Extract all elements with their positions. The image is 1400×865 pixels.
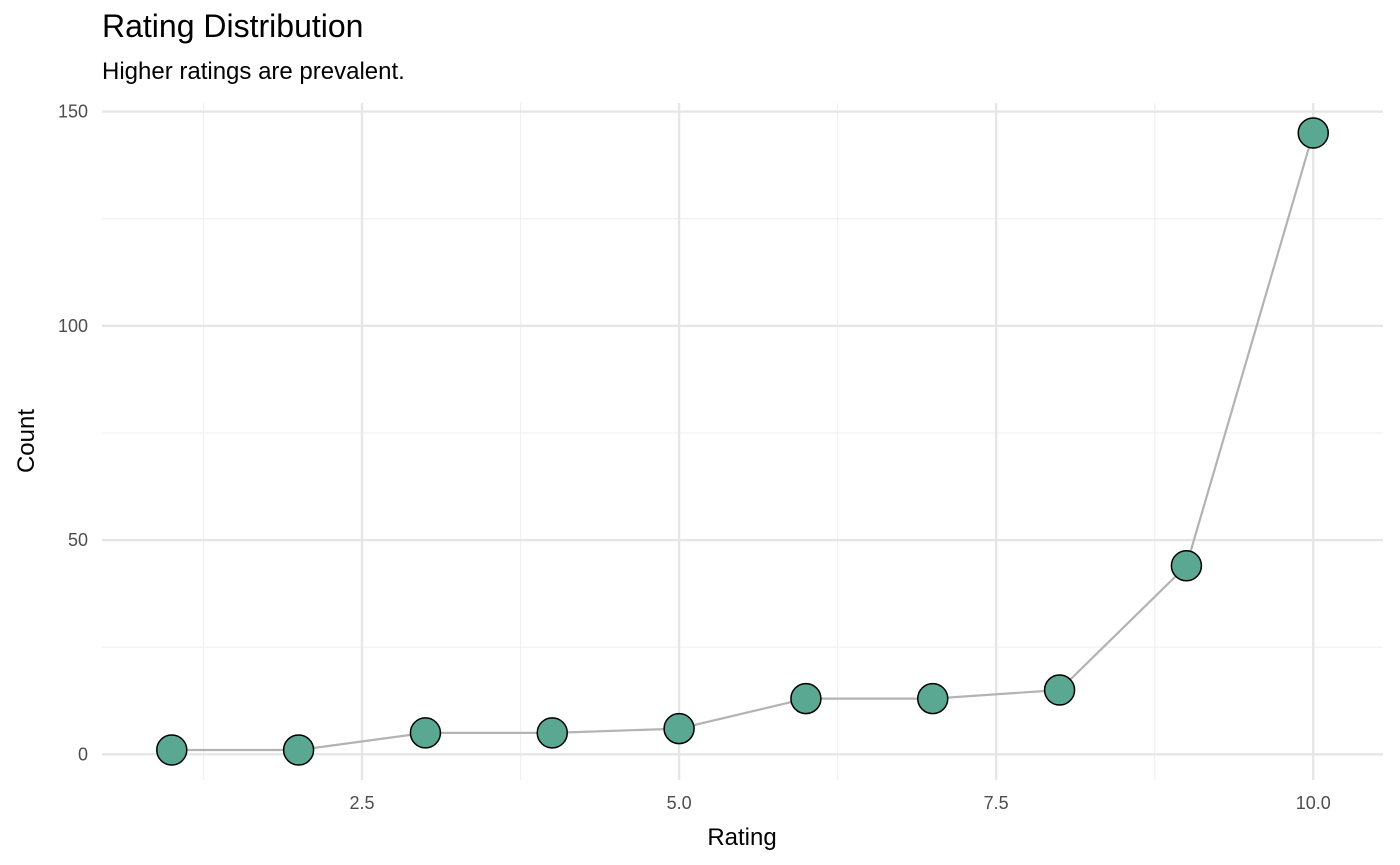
x-tick-label: 10.0 xyxy=(1296,793,1331,813)
grid-major xyxy=(102,103,1383,780)
grid-minor xyxy=(102,103,1383,780)
data-point-10 xyxy=(1297,117,1329,149)
series-line xyxy=(171,132,1315,752)
y-tick-label: 100 xyxy=(58,316,88,336)
chart-subtitle: Higher ratings are prevalent. xyxy=(102,58,405,85)
data-point-9 xyxy=(1170,550,1203,582)
data-point-6 xyxy=(790,682,822,715)
x-axis-title: Rating xyxy=(707,824,776,851)
x-tick-label: 5.0 xyxy=(667,793,692,813)
y-tick-label: 150 xyxy=(58,102,88,122)
data-point-5 xyxy=(663,712,695,745)
y-tick-label: 50 xyxy=(68,530,88,550)
x-tick-label: 2.5 xyxy=(349,793,374,813)
chart-title: Rating Distribution xyxy=(102,8,364,44)
data-point-4 xyxy=(536,717,569,749)
x-tick-labels: 2.5 5.0 7.5 10.0 xyxy=(349,793,1330,813)
y-axis-title: Count xyxy=(13,409,40,473)
data-point-2 xyxy=(282,734,315,766)
y-tick-label: 0 xyxy=(78,744,88,764)
series-line-group xyxy=(171,132,1315,752)
x-tick-label: 7.5 xyxy=(984,793,1009,813)
y-tick-labels: 0 50 100 150 xyxy=(58,102,88,765)
data-point-8 xyxy=(1043,674,1076,706)
data-point-1 xyxy=(156,734,188,766)
data-point-3 xyxy=(409,717,442,749)
data-points xyxy=(156,117,1329,766)
data-point-7 xyxy=(916,682,949,715)
